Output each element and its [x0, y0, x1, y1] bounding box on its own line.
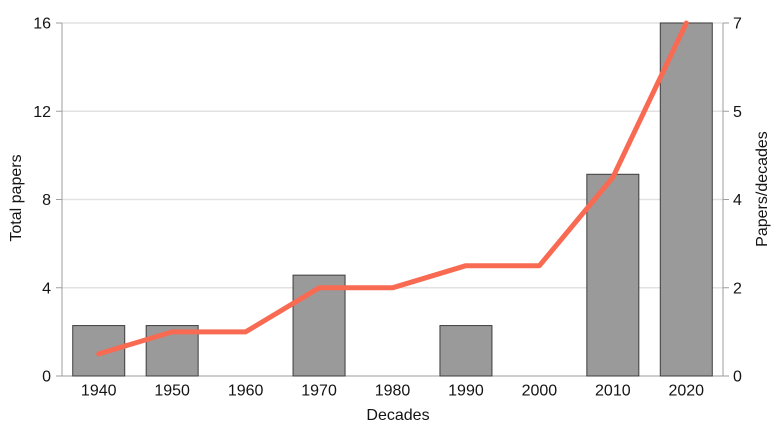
- x-tick-label: 1940: [81, 383, 117, 400]
- y-right-tick-label: 2: [733, 280, 742, 297]
- x-tick-label: 1950: [154, 383, 190, 400]
- x-tick-label: 1960: [228, 383, 264, 400]
- y-left-tick-label: 8: [42, 192, 51, 209]
- bar-2020: [659, 22, 713, 377]
- x-tick-label: 1990: [448, 383, 484, 400]
- y-right-tick-label: 5: [733, 104, 742, 121]
- x-tick-label: 2010: [595, 383, 631, 400]
- total-papers-line: [96, 20, 689, 357]
- bar-2010: [586, 173, 640, 377]
- bar-1970: [292, 274, 346, 377]
- left-axis-title: Total papers: [8, 154, 25, 242]
- y-right-tick-label: 0: [733, 369, 742, 386]
- y-right-tick-label: 7: [733, 16, 742, 33]
- x-tick-label: 1970: [301, 383, 337, 400]
- bar-1990: [439, 325, 493, 377]
- x-axis-title: Decades: [366, 407, 430, 424]
- y-left-tick-label: 16: [33, 16, 51, 33]
- right-axis-title: Papers/decades: [754, 131, 771, 247]
- x-tick-label: 2000: [522, 383, 558, 400]
- y-left-tick-label: 4: [42, 280, 51, 297]
- y-left-tick-label: 0: [42, 369, 51, 386]
- y-left-tick-label: 12: [33, 104, 51, 121]
- y-right-tick-label: 4: [733, 192, 742, 209]
- x-tick-label: 1980: [375, 383, 411, 400]
- x-tick-label: 2020: [668, 383, 704, 400]
